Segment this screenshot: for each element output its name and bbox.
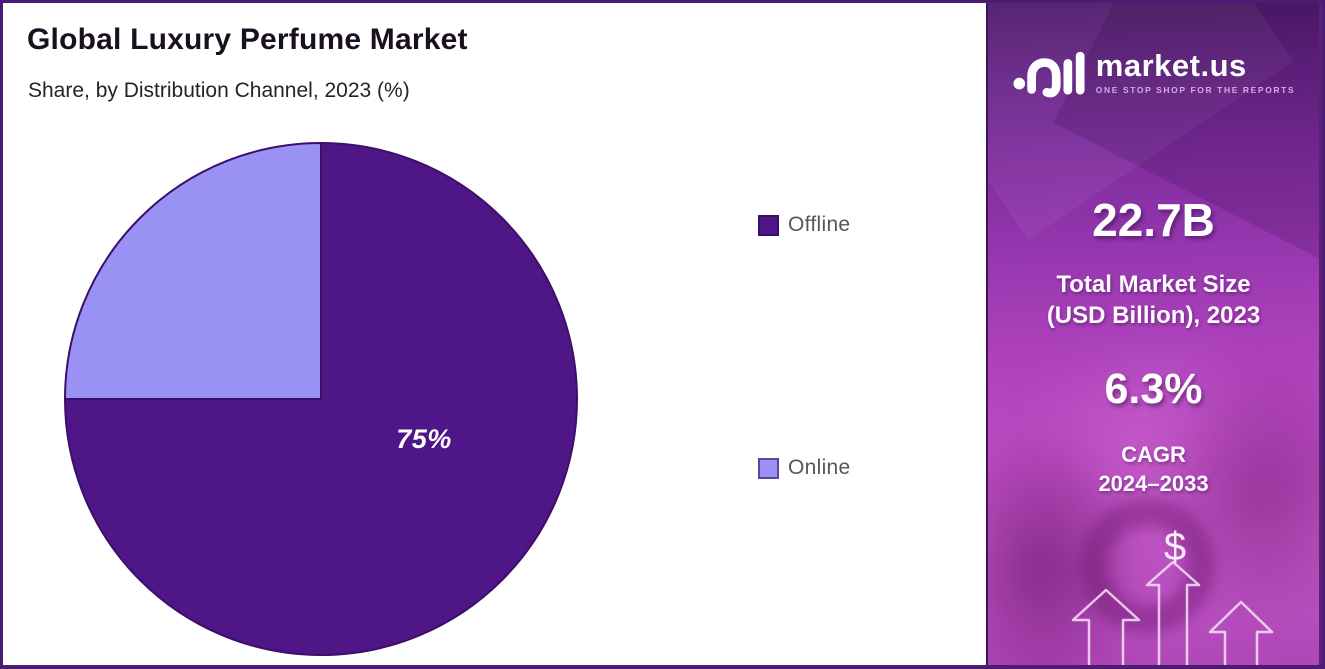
stat-market-size-label-line2: (USD Billion), 2023 <box>1046 302 1261 330</box>
brand-logo: market.us ONE STOP SHOP FOR THE REPORTS <box>988 43 1319 101</box>
pie-slice-data-label: 75% <box>396 424 452 454</box>
stat-market-size-value: 22.7B <box>1092 194 1215 246</box>
stat-market-size-label: Total Market Size (USD Billion), 2023 <box>988 269 1319 331</box>
legend-swatch-online <box>758 457 779 479</box>
growth-arrows-icon <box>1071 560 1274 665</box>
brand-name: market.us <box>1095 47 1247 83</box>
legend-label-online: Online <box>788 456 851 479</box>
legend-label-offline: Offline <box>788 213 851 236</box>
legend-item-online: Online <box>758 456 851 480</box>
stat-cagr-value: 6.3% <box>1104 365 1203 413</box>
legend-item-offline: Offline <box>758 213 850 237</box>
brand-tagline: ONE STOP SHOP FOR THE REPORTS <box>1095 84 1296 95</box>
chart-subtitle: Share, by Distribution Channel, 2023 (%) <box>28 79 410 102</box>
page-title: Global Luxury Perfume Market <box>27 23 468 56</box>
stat-cagr-label: CAGR 2024–2033 <box>988 441 1319 498</box>
stat-cagr-label-line1: CAGR <box>1121 442 1186 467</box>
market-us-logo-icon <box>1012 43 1086 101</box>
stat-market-size-label-line1: Total Market Size <box>1056 271 1251 298</box>
stat-cagr-label-line2: 2024–2033 <box>1098 470 1209 496</box>
legend-swatch-offline <box>758 214 779 236</box>
brand-sidebar: market.us ONE STOP SHOP FOR THE REPORTS … <box>986 3 1322 665</box>
pie-chart-svg <box>63 141 578 656</box>
dollar-sign: $ <box>1163 525 1187 569</box>
pie-chart: 75% <box>61 139 581 659</box>
